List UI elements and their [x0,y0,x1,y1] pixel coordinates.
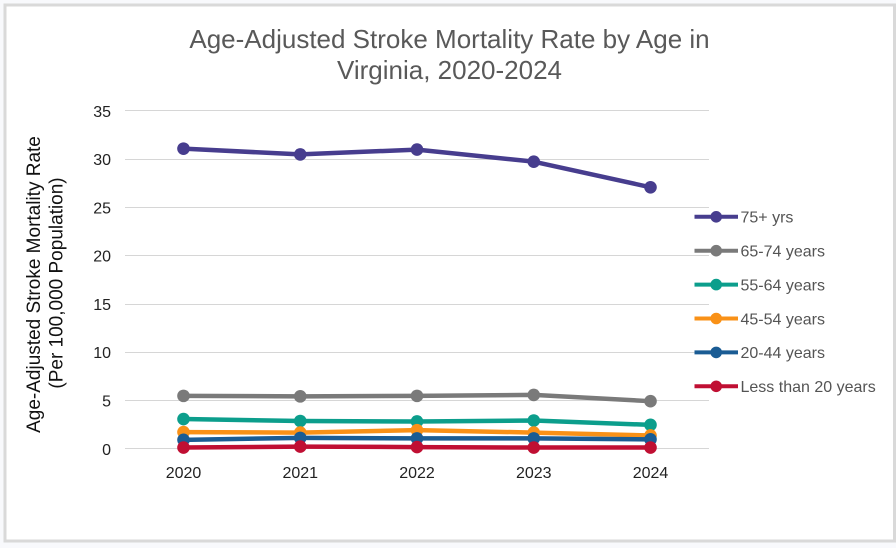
svg-text:Virginia, 2020-2024: Virginia, 2020-2024 [337,55,562,85]
svg-text:10: 10 [93,345,111,362]
svg-text:45-54 years: 45-54 years [741,311,826,328]
svg-text:25: 25 [93,200,111,217]
svg-text:2023: 2023 [516,465,552,482]
svg-text:15: 15 [93,297,111,314]
svg-text:55-64 years: 55-64 years [741,277,826,294]
svg-text:20-44 years: 20-44 years [741,345,826,362]
svg-text:2024: 2024 [633,465,669,482]
svg-text:0: 0 [102,442,111,459]
svg-text:30: 30 [93,152,111,169]
svg-text:Less than 20 years: Less than 20 years [741,379,876,396]
svg-text:5: 5 [102,394,111,411]
svg-text:(Per 100,000 Population): (Per 100,000 Population) [46,177,67,388]
svg-text:75+ yrs: 75+ yrs [741,210,794,227]
svg-text:20: 20 [93,249,111,266]
svg-text:2021: 2021 [282,465,318,482]
svg-text:2022: 2022 [399,465,435,482]
svg-text:Age-Adjusted Stroke Mortality: Age-Adjusted Stroke Mortality Rate by Ag… [189,24,709,54]
svg-text:2020: 2020 [166,465,202,482]
svg-text:65-74 years: 65-74 years [741,244,826,261]
svg-text:Age-Adjusted Stroke Mortality: Age-Adjusted Stroke Mortality Rate [24,136,45,433]
svg-text:35: 35 [93,104,111,121]
